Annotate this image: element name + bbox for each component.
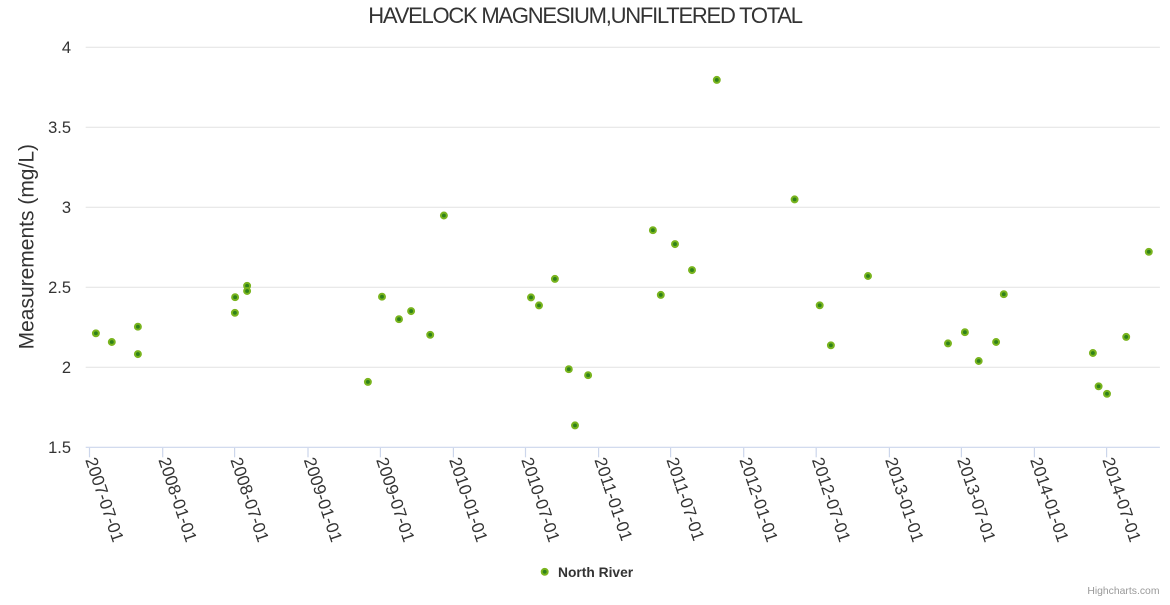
svg-text:HAVELOCK MAGNESIUM,UNFILTERED: HAVELOCK MAGNESIUM,UNFILTERED TOTAL (368, 3, 802, 28)
svg-text:4: 4 (62, 39, 71, 57)
svg-text:3.5: 3.5 (48, 119, 71, 137)
svg-text:Measurements (mg/L): Measurements (mg/L) (15, 144, 38, 349)
svg-text:1.5: 1.5 (48, 439, 71, 457)
svg-text:2.5: 2.5 (48, 279, 71, 297)
svg-text:Highcharts.com: Highcharts.com (1087, 586, 1159, 597)
svg-text:North River: North River (558, 565, 634, 580)
svg-text:2: 2 (62, 359, 71, 377)
svg-text:3: 3 (62, 199, 71, 217)
